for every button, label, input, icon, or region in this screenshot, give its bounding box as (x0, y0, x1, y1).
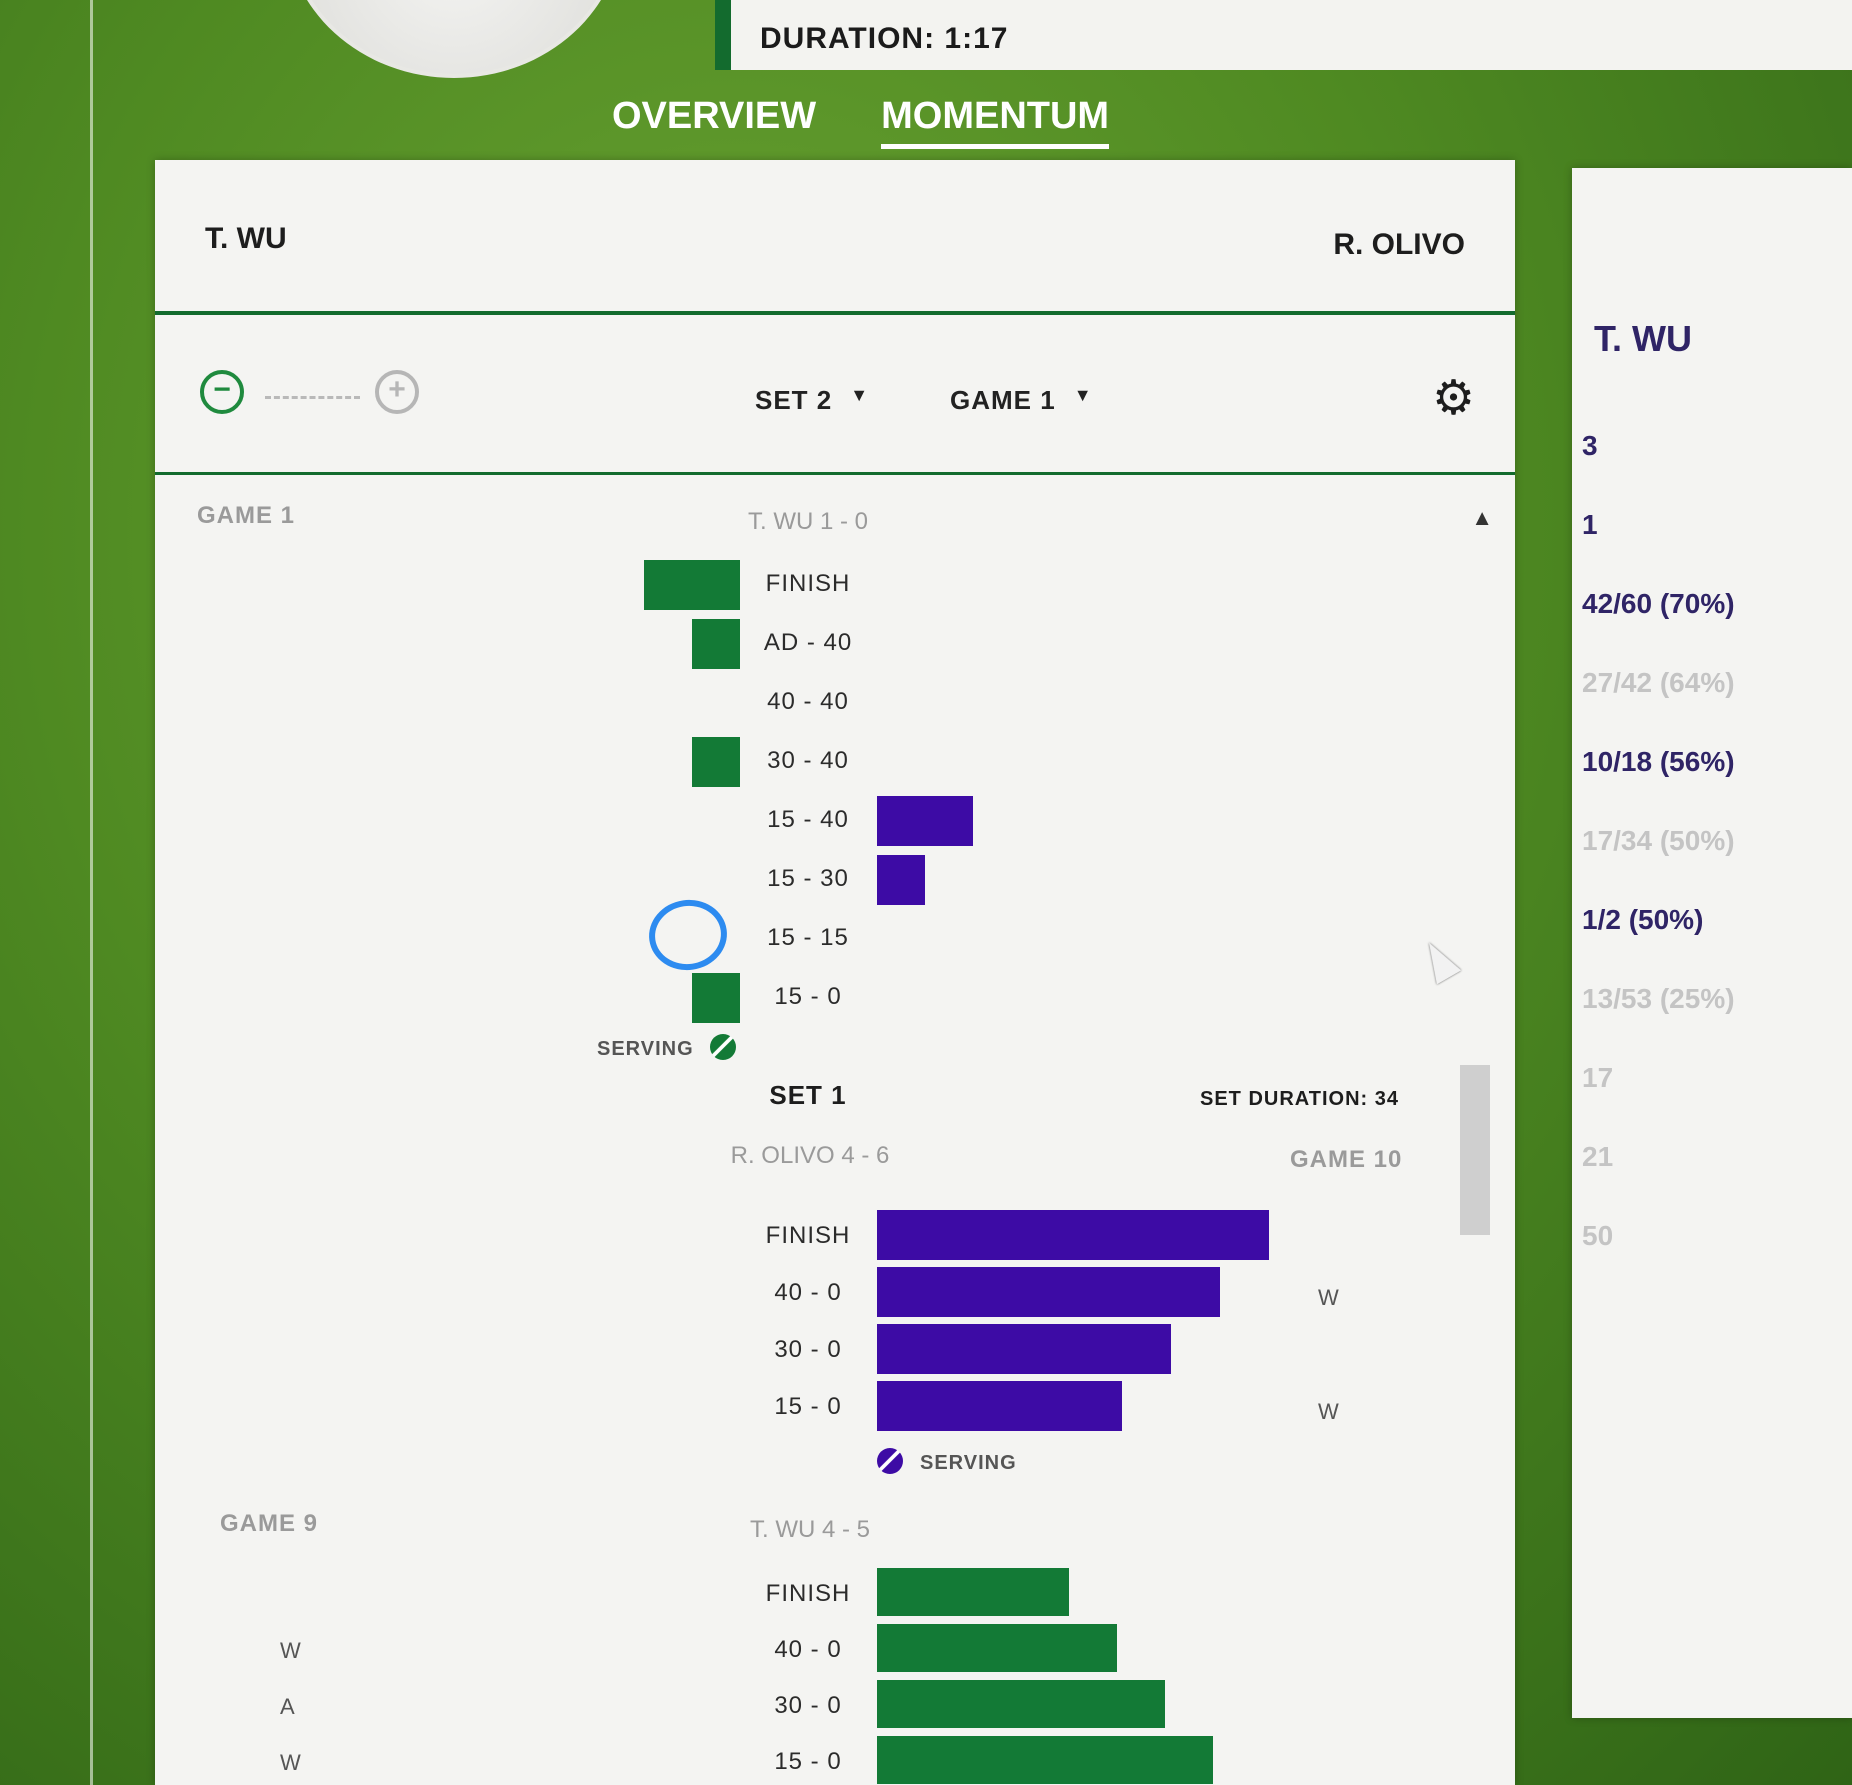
set-select[interactable]: SET 2 ▼ (755, 385, 869, 416)
momentum-bar-wu (877, 1736, 1213, 1784)
momentum-bar-wu (877, 1624, 1117, 1672)
serving-label: SERVING (920, 1452, 1017, 1474)
stats-side-panel: T. WU 3 1 42/60 (70%) 27/42 (64%) 10/18 (56%… (1572, 168, 1852, 1718)
stat-value: 21 (1582, 1141, 1614, 1172)
score-row-label: AD - 40 (763, 629, 853, 656)
point-mark: W (1318, 1399, 1339, 1424)
stat-value: 1/2 (50%) (1582, 904, 1704, 935)
stat-value: 3 (1582, 430, 1598, 461)
player-photo (285, 0, 623, 78)
court-line (90, 0, 93, 1785)
score-row-label: FINISH (765, 1222, 851, 1249)
match-info-card (715, 0, 1852, 70)
momentum-bar-wu (877, 1680, 1165, 1728)
point-mark: W (1318, 1285, 1339, 1310)
chevron-down-icon: ▼ (850, 385, 870, 405)
score-row-label: 40 - 40 (767, 688, 849, 715)
momentum-bar-olivo (877, 796, 973, 846)
score-row-label: 30 - 0 (774, 1336, 842, 1363)
momentum-panel: T. WU R. OLIVO − + SET 2 ▼ GAME 1 ▼ ⚙ ▲ GA… (155, 160, 1515, 1785)
panel-header: T. WU R. OLIVO (155, 160, 1515, 315)
player-left-name: T. WU (205, 222, 287, 255)
scrollbar[interactable] (1460, 1065, 1490, 1235)
zoom-slider[interactable] (265, 396, 360, 399)
stat-value: 10/18 (56%) (1582, 746, 1735, 777)
tab-momentum[interactable]: MOMENTUM (881, 95, 1110, 149)
serving-label: SERVING (597, 1038, 694, 1060)
tab-overview[interactable]: OVERVIEW (612, 95, 817, 137)
zoom-out-icon[interactable]: − (200, 370, 244, 414)
momentum-bar-wu (877, 1568, 1069, 1616)
tab-bar: OVERVIEW MOMENTUM (612, 95, 1110, 149)
game-score: T. WU 1 - 0 (747, 508, 869, 535)
set-select-value: SET 2 (755, 385, 833, 415)
stat-value: 17 (1582, 1062, 1614, 1093)
momentum-bar-olivo (877, 855, 925, 905)
game-select[interactable]: GAME 1 ▼ (950, 385, 1093, 416)
stat-value: 1 (1582, 509, 1598, 540)
zoom-in-icon[interactable]: + (375, 370, 419, 414)
gear-icon[interactable]: ⚙ (1431, 372, 1475, 425)
point-mark: W (280, 1750, 301, 1775)
tennis-ball-icon (710, 1034, 736, 1060)
set-duration: SET DURATION: 34 (1200, 1088, 1399, 1110)
momentum-bar-olivo (877, 1324, 1171, 1374)
point-mark: W (280, 1638, 301, 1663)
player-right-name: R. OLIVO (1333, 228, 1465, 261)
game-score: R. OLIVO 4 - 6 (730, 1142, 890, 1169)
scroll-up-icon[interactable]: ▲ (1471, 505, 1493, 530)
momentum-bar-olivo (877, 1210, 1269, 1260)
score-row-label: 15 - 0 (774, 1748, 842, 1775)
momentum-bar-wu (692, 737, 740, 787)
momentum-chart: GAME 1 T. WU 1 - 0 FINISH AD - 40 40 - 40 30 … (155, 160, 1515, 1785)
game-label: GAME 10 (1290, 1146, 1403, 1173)
momentum-bar-olivo (877, 1381, 1122, 1431)
game-label: GAME 9 (220, 1510, 319, 1537)
momentum-bar-olivo (877, 1267, 1220, 1317)
score-row-label: 15 - 30 (767, 865, 849, 892)
stat-value: 27/42 (64%) (1582, 667, 1735, 698)
score-row-label: FINISH (765, 1580, 851, 1607)
game-select-value: GAME 1 (950, 385, 1056, 415)
game-label: GAME 1 (197, 502, 296, 529)
score-row-label: 15 - 0 (774, 1393, 842, 1420)
match-duration: DURATION: 1:17 (760, 22, 1009, 55)
score-row-label: 30 - 40 (767, 747, 849, 774)
score-row-label: 15 - 40 (767, 806, 849, 833)
side-player-name: T. WU (1594, 318, 1692, 359)
stat-value: 13/53 (25%) (1582, 983, 1735, 1014)
score-row-label: 15 - 15 (767, 924, 849, 951)
stat-value: 50 (1582, 1220, 1614, 1251)
stat-value: 42/60 (70%) (1582, 588, 1735, 619)
point-mark: A (280, 1694, 295, 1719)
score-row-label: FINISH (765, 570, 851, 597)
momentum-bar-wu (692, 619, 740, 669)
game-score: T. WU 4 - 5 (749, 1516, 871, 1543)
momentum-bar-wu (644, 560, 740, 610)
momentum-toolbar: − + SET 2 ▼ GAME 1 ▼ ⚙ (155, 315, 1515, 475)
score-row-label: 15 - 0 (774, 983, 842, 1010)
tennis-ball-icon (877, 1448, 903, 1474)
momentum-bar-wu (692, 973, 740, 1023)
score-row-label: 30 - 0 (774, 1692, 842, 1719)
score-row-label: 40 - 0 (774, 1636, 842, 1663)
set-label: SET 1 (769, 1080, 847, 1110)
stat-value: 17/34 (50%) (1582, 825, 1735, 856)
score-row-label: 40 - 0 (774, 1279, 842, 1306)
chevron-down-icon: ▼ (1073, 385, 1093, 405)
